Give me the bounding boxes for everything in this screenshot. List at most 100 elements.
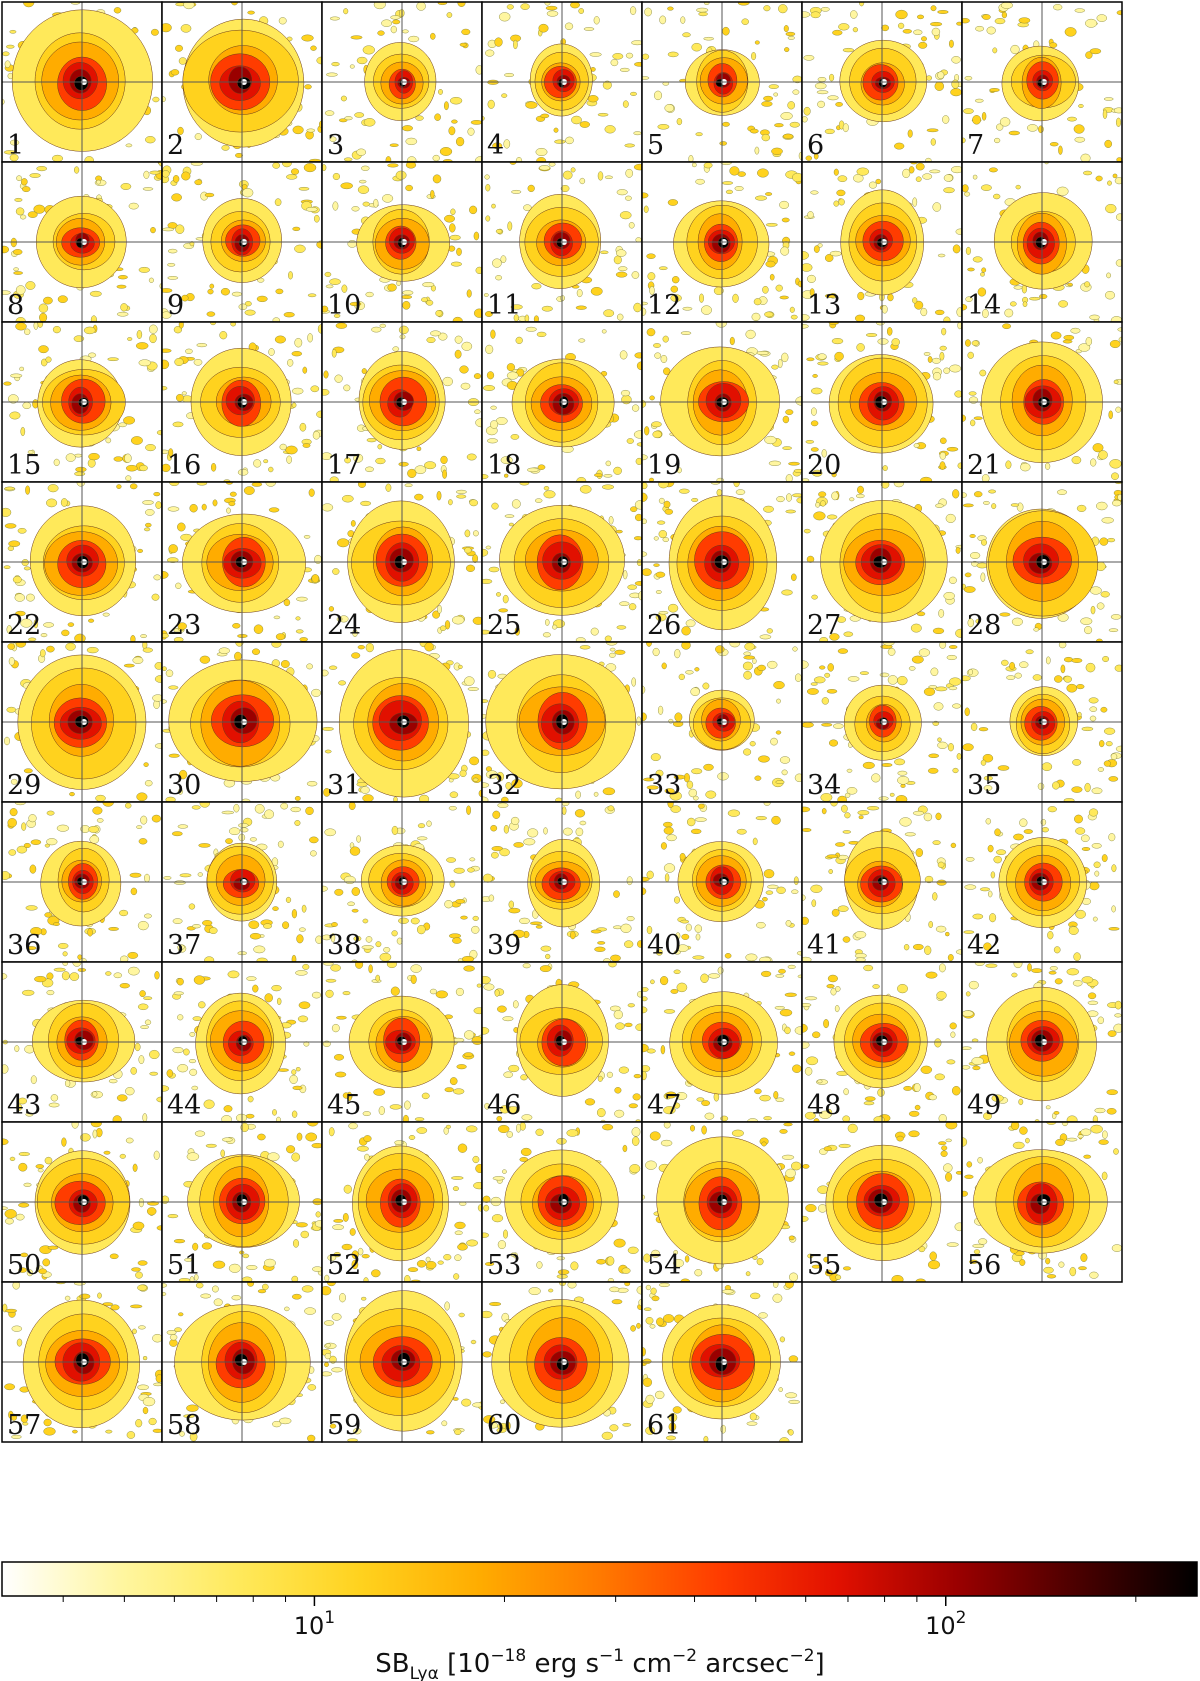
panel-56: 56 (961, 1121, 1123, 1283)
panel-image (642, 482, 802, 642)
panel-9: 9 (161, 161, 323, 323)
panel-image (482, 322, 642, 482)
colorbar-tick-label: 101 (294, 1608, 335, 1640)
panel-image (642, 802, 802, 962)
panel-24: 24 (321, 481, 483, 643)
panel-image (2, 322, 162, 482)
panel-image (2, 482, 162, 642)
panel-44: 44 (161, 961, 323, 1123)
panel-number: 9 (167, 290, 184, 321)
panel-image (322, 1282, 482, 1442)
panel-40: 40 (641, 801, 803, 963)
panel-image (162, 1282, 322, 1442)
panel-image (802, 1122, 962, 1282)
panel-number: 59 (327, 1410, 361, 1441)
panel-image (962, 962, 1122, 1122)
panel-number: 16 (167, 450, 201, 481)
panel-image (642, 962, 802, 1122)
panel-image (2, 802, 162, 962)
panel-number: 22 (7, 610, 41, 641)
panel-number: 3 (327, 130, 344, 161)
panel-19: 19 (641, 321, 803, 483)
panel-image (642, 2, 802, 162)
panel-41: 41 (801, 801, 963, 963)
panel-number: 45 (327, 1090, 361, 1121)
panel-number: 57 (7, 1410, 41, 1441)
panel-58: 58 (161, 1281, 323, 1443)
panel-number: 24 (327, 610, 361, 641)
panel-number: 48 (807, 1090, 841, 1121)
panel-image (962, 2, 1122, 162)
panel-number: 38 (327, 930, 361, 961)
panel-number: 21 (967, 450, 1001, 481)
panel-39: 39 (481, 801, 643, 963)
panel-number: 61 (647, 1410, 681, 1441)
panel-image (322, 2, 482, 162)
panel-image (162, 322, 322, 482)
panel-number: 50 (7, 1250, 41, 1281)
panel-number: 39 (487, 930, 521, 961)
panel-number: 14 (967, 290, 1001, 321)
colorbar-label: SBLyα [10−18 erg s−1 cm−2 arcsec−2] (375, 1646, 824, 1681)
panel-image (2, 1282, 162, 1442)
panel-image (962, 482, 1122, 642)
panel-21: 21 (961, 321, 1123, 483)
panel-57: 57 (1, 1281, 163, 1443)
panel-number: 55 (807, 1250, 841, 1281)
panel-number: 12 (647, 290, 681, 321)
panel-number: 42 (967, 930, 1001, 961)
panel-number: 4 (487, 130, 504, 161)
colorbar: 101 102 SBLyα [10−18 erg s−1 cm−2 arcsec−… (1, 1561, 1198, 1681)
panel-3: 3 (321, 1, 483, 163)
panel-number: 28 (967, 610, 1001, 641)
panel-number: 11 (487, 290, 521, 321)
panel-image (962, 802, 1122, 962)
panel-60: 60 (481, 1281, 643, 1443)
panel-25: 25 (481, 481, 643, 643)
panel-image (802, 962, 962, 1122)
panel-22: 22 (1, 481, 163, 643)
panel-48: 48 (801, 961, 963, 1123)
panel-image (162, 642, 322, 802)
panel-53: 53 (481, 1121, 643, 1283)
panel-image (162, 962, 322, 1122)
panel-number: 37 (167, 930, 201, 961)
panel-number: 5 (647, 130, 664, 161)
panel-image (642, 1122, 802, 1282)
panel-27: 27 (801, 481, 963, 643)
panel-30: 30 (161, 641, 323, 803)
panel-35: 35 (961, 641, 1123, 803)
panel-number: 17 (327, 450, 361, 481)
panel-image (2, 2, 162, 162)
panel-number: 10 (327, 290, 361, 321)
panel-2: 2 (161, 1, 323, 163)
panel-5: 5 (641, 1, 803, 163)
panel-55: 55 (801, 1121, 963, 1283)
panel-number: 35 (967, 770, 1001, 801)
panel-image (162, 482, 322, 642)
panel-image (962, 162, 1122, 322)
panel-number: 25 (487, 610, 521, 641)
panel-image (482, 962, 642, 1122)
panel-number: 30 (167, 770, 201, 801)
panel-number: 44 (167, 1090, 201, 1121)
panel-image (162, 1122, 322, 1282)
panel-image (322, 962, 482, 1122)
panel-image (802, 642, 962, 802)
panel-11: 11 (481, 161, 643, 323)
panel-50: 50 (1, 1121, 163, 1283)
panel-number: 41 (807, 930, 841, 961)
panel-number: 36 (7, 930, 41, 961)
panel-image (802, 162, 962, 322)
panel-7: 7 (961, 1, 1123, 163)
panel-image (642, 642, 802, 802)
panel-49: 49 (961, 961, 1123, 1123)
colorbar-tick-label: 102 (925, 1608, 966, 1640)
panel-image (162, 802, 322, 962)
panel-26: 26 (641, 481, 803, 643)
panel-59: 59 (321, 1281, 483, 1443)
panel-image (482, 1122, 642, 1282)
panel-8: 8 (1, 161, 163, 323)
panel-image (322, 162, 482, 322)
